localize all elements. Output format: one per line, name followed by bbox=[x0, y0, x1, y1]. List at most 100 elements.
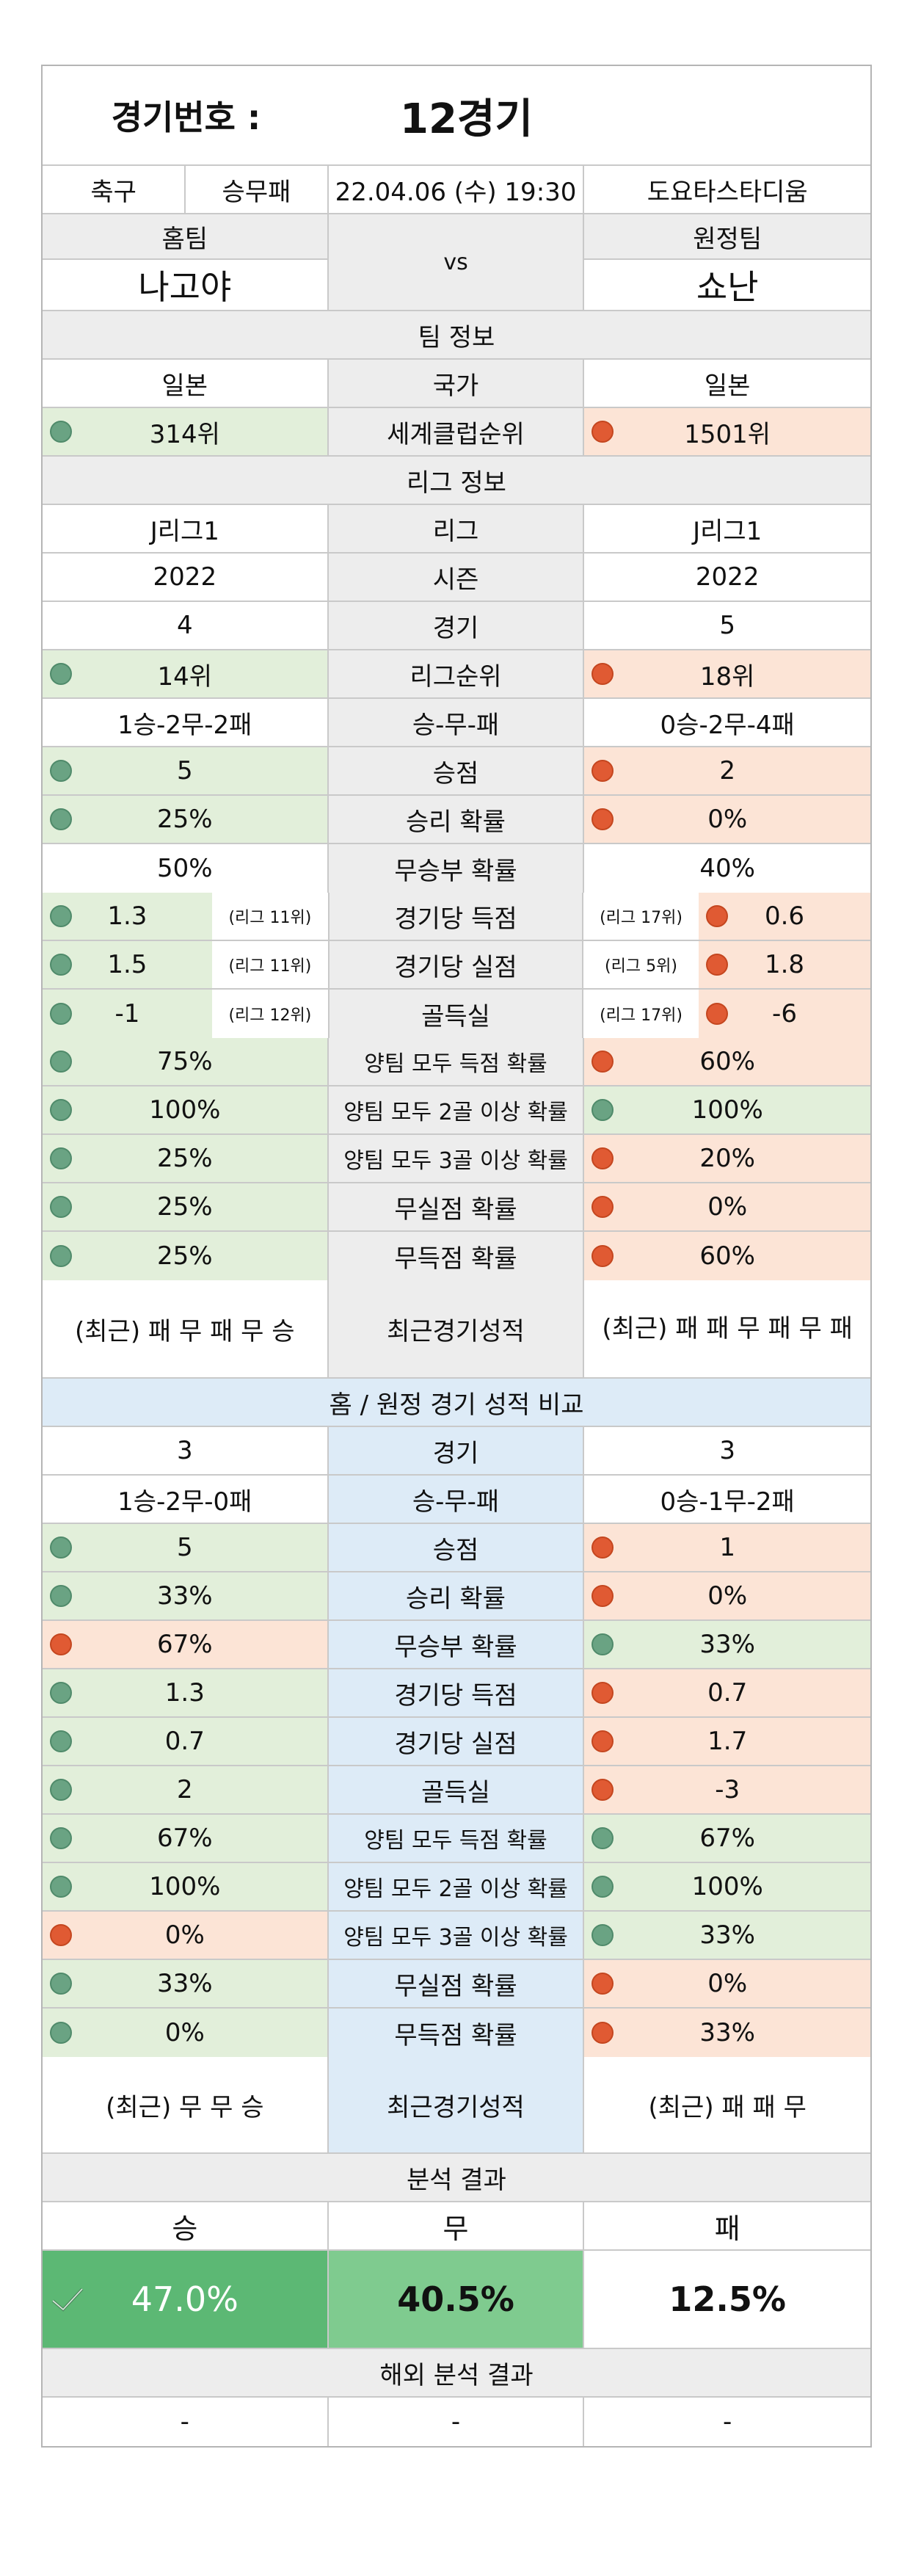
overseas-win: - bbox=[43, 2398, 329, 2446]
stat-row: 2022 시즌 2022 bbox=[43, 554, 870, 602]
recent-form-label: 최근경기성적 bbox=[328, 1280, 585, 1377]
row-label: 무실점 확률 bbox=[328, 1960, 585, 2007]
match-header: 경기번호 : 12경기 bbox=[43, 66, 870, 166]
away-ranked-stat: (리그 5위) 1.8 bbox=[583, 941, 870, 988]
home-stat: 0% bbox=[43, 1912, 329, 1959]
away-team-name: 쇼난 bbox=[696, 267, 759, 307]
home-stat: 1승-2무-2패 bbox=[43, 699, 329, 746]
stat-row: 0% 무득점 확률 33% bbox=[43, 2009, 870, 2057]
bad-indicator-icon bbox=[592, 808, 614, 830]
away-stat: 0% bbox=[584, 1572, 870, 1619]
home-stat-value: 5 bbox=[176, 756, 193, 786]
home-stat-value: 25% bbox=[157, 1241, 213, 1271]
home-stat: 5 bbox=[43, 747, 329, 794]
good-indicator-icon bbox=[50, 663, 72, 685]
home-country: 일본 bbox=[43, 360, 329, 407]
sport: 축구 bbox=[43, 166, 186, 213]
away-stat: 0.7 bbox=[584, 1669, 870, 1716]
away-world-rank: 1501위 bbox=[584, 408, 870, 455]
away-ranked-value-cell: -6 bbox=[699, 990, 870, 1038]
away-stat-value: 0.7 bbox=[707, 1678, 748, 1708]
home-stat: 0% bbox=[43, 2009, 329, 2057]
away-stat-value: 2022 bbox=[695, 562, 760, 592]
country-label: 국가 bbox=[328, 360, 585, 407]
home-stat-value: 25% bbox=[157, 805, 213, 834]
match-analysis-sheet: 경기번호 : 12경기 축구 승무패 22.04.06 (수) 19:30 도요… bbox=[41, 65, 872, 2448]
home-stat-value: 1.3 bbox=[164, 1678, 205, 1708]
bet-type: 승무패 bbox=[186, 166, 329, 213]
away-stat-value: 60% bbox=[699, 1047, 755, 1076]
ranked-stat-row: 1.5 (리그 11위) 경기당 실점 (리그 5위) 1.8 bbox=[43, 941, 870, 990]
bad-indicator-icon bbox=[50, 1633, 72, 1655]
home-stat: 25% bbox=[43, 1183, 329, 1230]
overseas-draw: - bbox=[329, 2398, 585, 2446]
home-stat: 100% bbox=[43, 1863, 329, 1910]
loss-label: 패 bbox=[714, 2212, 740, 2245]
home-stat: 4 bbox=[43, 602, 329, 649]
league-info-section: 리그 정보 bbox=[43, 457, 870, 505]
country-row: 일본 국가 일본 bbox=[43, 360, 870, 408]
stat-row: 0% 양팀 모두 3골 이상 확률 33% bbox=[43, 1912, 870, 1960]
overseas-values-row: - - - bbox=[43, 2398, 870, 2446]
away-stat: 33% bbox=[584, 1912, 870, 1959]
away-team-block: 원정팀 쇼난 bbox=[584, 214, 870, 310]
home-ranked-stat: -1 (리그 12위) bbox=[43, 990, 330, 1038]
stat-row: 4 경기 5 bbox=[43, 602, 870, 650]
away-stat-value: 33% bbox=[699, 2018, 755, 2047]
home-world-rank-value: 314위 bbox=[149, 419, 220, 449]
away-league-rank: (리그 17위) bbox=[583, 990, 699, 1038]
good-indicator-icon bbox=[50, 1196, 72, 1218]
away-ranked-value: -6 bbox=[772, 999, 797, 1028]
away-stat-value: J리그1 bbox=[693, 516, 762, 546]
stat-row: 1승-2무-0패 승-무-패 0승-1무-2패 bbox=[43, 1476, 870, 1524]
away-stat: 100% bbox=[584, 1863, 870, 1910]
analysis-section: 분석 결과 bbox=[43, 2154, 870, 2202]
good-indicator-icon bbox=[50, 1779, 72, 1801]
row-label: 경기 bbox=[328, 1427, 585, 1474]
row-label: 양팀 모두 3골 이상 확률 bbox=[328, 1135, 585, 1182]
draw-label: 무 bbox=[329, 2202, 585, 2249]
home-ranked-value-cell: -1 bbox=[43, 990, 212, 1038]
bad-indicator-icon bbox=[706, 905, 728, 927]
away-league-rank: (리그 17위) bbox=[583, 893, 699, 940]
analysis-title: 분석 결과 bbox=[407, 2165, 506, 2195]
home-league-rank: (리그 12위) bbox=[211, 990, 328, 1038]
home-stat: 33% bbox=[43, 1960, 329, 2007]
away-stat-value: 5 bbox=[719, 611, 736, 640]
home-recent-form: (최근) 패 무 패 무 승 bbox=[43, 1280, 329, 1377]
away-stat-value: 0승-2무-4패 bbox=[660, 710, 795, 740]
row-label: 무득점 확률 bbox=[328, 1232, 585, 1280]
home-stat: 25% bbox=[43, 1135, 329, 1182]
loss-probability: 12.5% bbox=[669, 2279, 786, 2319]
stat-row: 1승-2무-2패 승-무-패 0승-2무-4패 bbox=[43, 699, 870, 747]
home-stat-value: 75% bbox=[157, 1047, 213, 1076]
vs-label: vs bbox=[328, 214, 585, 310]
league-rows: J리그1 리그 J리그1 2022 시즌 2022 4 경기 5 14위 리그순위 18위 1승-2무-… bbox=[43, 505, 870, 893]
away-stat-value: 33% bbox=[699, 1630, 755, 1659]
bad-indicator-icon bbox=[592, 1682, 614, 1704]
stat-row: 2 골득실 -3 bbox=[43, 1766, 870, 1815]
league-ranked-rows: 1.3 (리그 11위) 경기당 득점 (리그 17위) 0.6 1.5 (리그 11위) 경… bbox=[43, 893, 870, 1038]
away-stat: 67% bbox=[584, 1815, 870, 1862]
away-stat: 1.7 bbox=[584, 1718, 870, 1765]
home-stat-value: 33% bbox=[157, 1581, 213, 1611]
match-datetime: 22.04.06 (수) 19:30 bbox=[329, 166, 585, 213]
away-stat-value: 0승-1무-2패 bbox=[660, 1487, 795, 1517]
row-label: 승-무-패 bbox=[328, 1476, 585, 1523]
good-indicator-icon bbox=[50, 1585, 72, 1607]
league-prob-rows: 75% 양팀 모두 득점 확률 60% 100% 양팀 모두 2골 이상 확률 100% 2… bbox=[43, 1038, 870, 1280]
stat-row: 0.7 경기당 실점 1.7 bbox=[43, 1718, 870, 1766]
home-stat-value: 50% bbox=[157, 854, 213, 883]
home-stat-value: 0.7 bbox=[164, 1727, 205, 1756]
row-label: 승리 확률 bbox=[328, 1572, 585, 1619]
home-ranked-stat: 1.5 (리그 11위) bbox=[43, 941, 330, 988]
away-stat-value: 40% bbox=[699, 854, 755, 883]
home-stat-value: 3 bbox=[176, 1436, 193, 1465]
win-label: 승 bbox=[43, 2202, 329, 2249]
stat-row: 1.3 경기당 득점 0.7 bbox=[43, 1669, 870, 1718]
away-recent-away-form: (최근) 패 패 무 bbox=[648, 2092, 807, 2122]
good-indicator-icon bbox=[50, 1536, 72, 1559]
good-indicator-icon bbox=[592, 1924, 614, 1946]
away-stat: 100% bbox=[584, 1086, 870, 1133]
stat-row: 25% 양팀 모두 3골 이상 확률 20% bbox=[43, 1135, 870, 1183]
